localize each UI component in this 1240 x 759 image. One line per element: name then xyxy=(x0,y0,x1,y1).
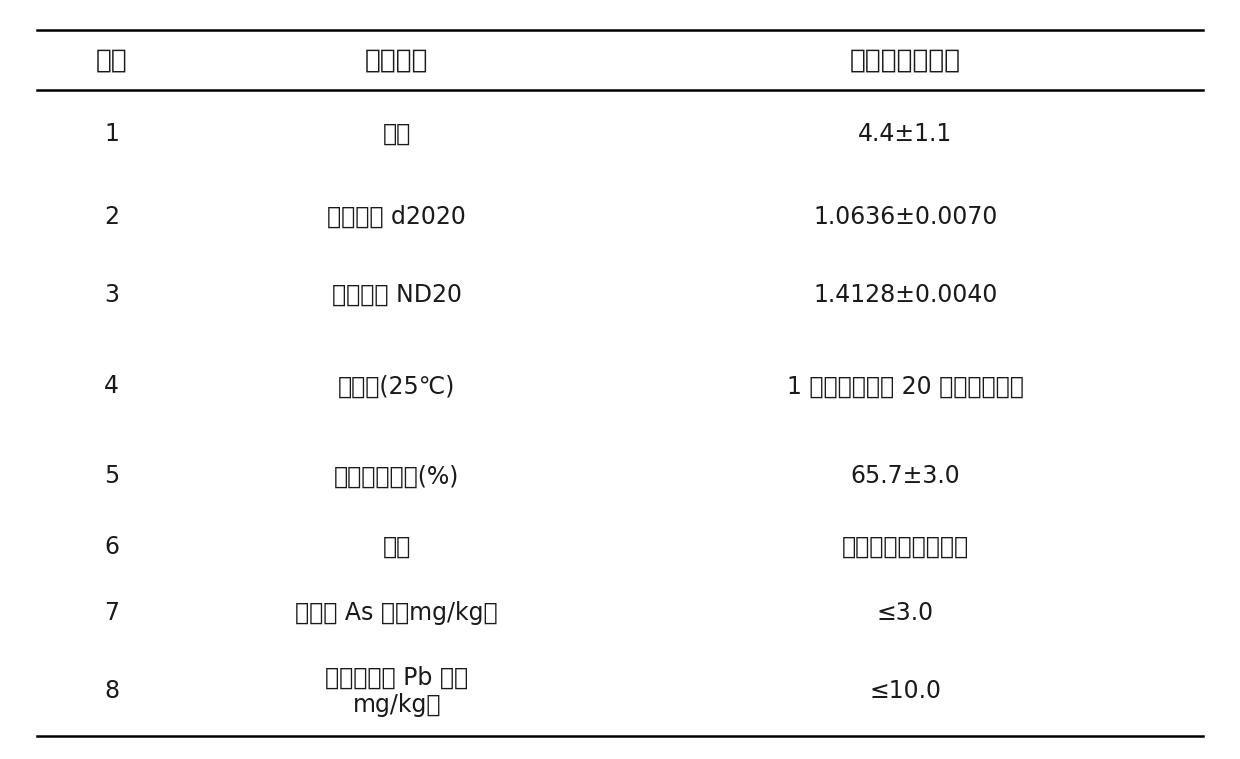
Text: 1 体积样品溶于 20 体积蒸馏水中: 1 体积样品溶于 20 体积蒸馏水中 xyxy=(786,374,1024,398)
Text: 3: 3 xyxy=(104,282,119,307)
Text: 折光指数 ND20: 折光指数 ND20 xyxy=(332,282,461,307)
Text: 溶混度(25℃): 溶混度(25℃) xyxy=(339,374,455,398)
Text: 8: 8 xyxy=(104,679,119,703)
Text: 1: 1 xyxy=(104,122,119,146)
Text: 砷（以 As 计，mg/kg）: 砷（以 As 计，mg/kg） xyxy=(295,601,498,625)
Text: 相对密度 d2020: 相对密度 d2020 xyxy=(327,205,466,228)
Text: ≤10.0: ≤10.0 xyxy=(869,679,941,703)
Text: 挥发成份总量(%): 挥发成份总量(%) xyxy=(334,465,460,488)
Text: 浅棕色液体，不澄清: 浅棕色液体，不澄清 xyxy=(842,535,968,559)
Text: 6: 6 xyxy=(104,535,119,559)
Text: 酸值: 酸值 xyxy=(383,122,410,146)
Text: 1.0636±0.0070: 1.0636±0.0070 xyxy=(813,205,997,228)
Text: 2: 2 xyxy=(104,205,119,228)
Text: 1.4128±0.0040: 1.4128±0.0040 xyxy=(813,282,997,307)
Text: 序号: 序号 xyxy=(95,47,128,74)
Text: 4.4±1.1: 4.4±1.1 xyxy=(858,122,952,146)
Text: 5: 5 xyxy=(104,465,119,488)
Text: 4: 4 xyxy=(104,374,119,398)
Text: 重金属（以 Pb 计，
mg/kg）: 重金属（以 Pb 计， mg/kg） xyxy=(325,666,469,717)
Text: ≤3.0: ≤3.0 xyxy=(877,601,934,625)
Text: 65.7±3.0: 65.7±3.0 xyxy=(851,465,960,488)
Text: 外观: 外观 xyxy=(383,535,410,559)
Text: 检测项目: 检测项目 xyxy=(365,47,429,74)
Text: 7: 7 xyxy=(104,601,119,625)
Text: 鸡蛋花发酵香料: 鸡蛋花发酵香料 xyxy=(849,47,961,74)
